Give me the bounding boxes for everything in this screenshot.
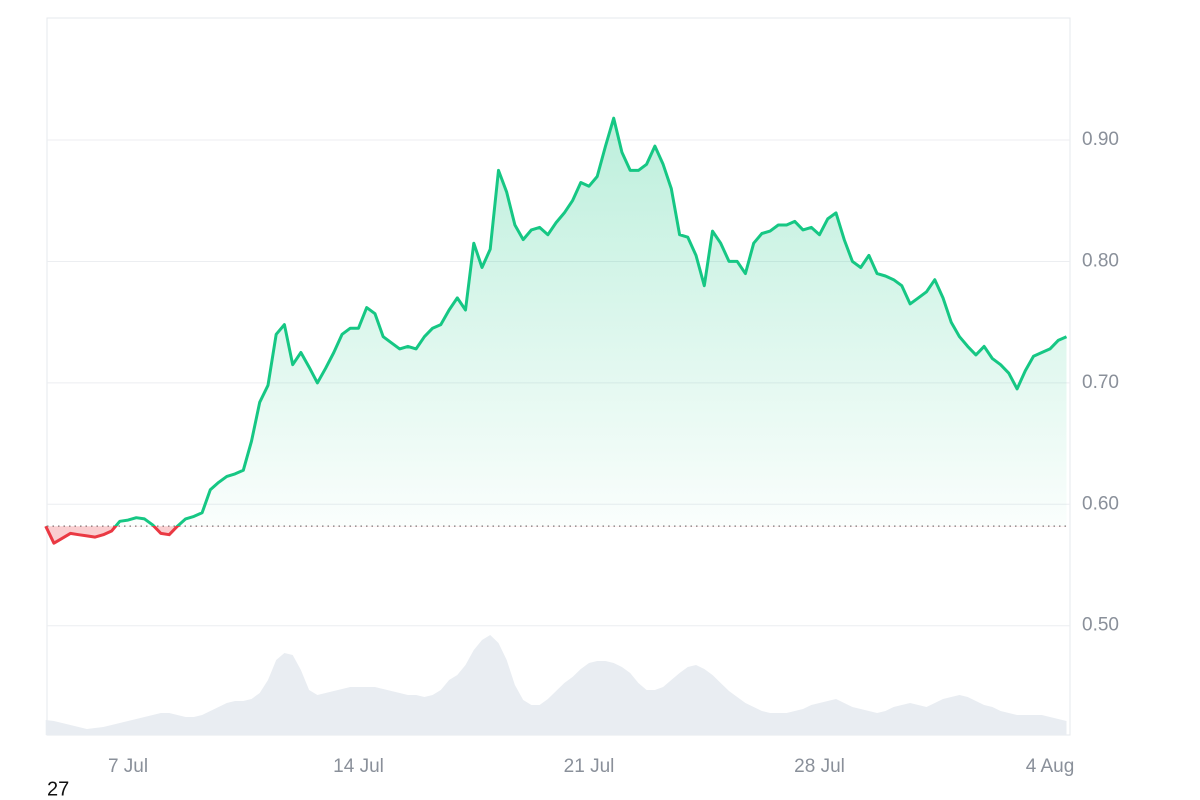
annotation: 27 bbox=[47, 778, 69, 800]
x-tick-label: 4 Aug bbox=[1026, 756, 1075, 777]
x-tick-label: 7 Jul bbox=[108, 756, 148, 777]
volume-area bbox=[45, 635, 1067, 735]
price-line bbox=[44, 116, 1068, 545]
y-tick-label: 0.60 bbox=[1082, 493, 1119, 514]
x-tick-label: 21 Jul bbox=[564, 756, 615, 777]
y-tick-label: 0.70 bbox=[1082, 372, 1119, 393]
y-tick-label: 0.90 bbox=[1082, 129, 1119, 150]
x-tick-label: 14 Jul bbox=[333, 756, 384, 777]
x-tick-label: 28 Jul bbox=[794, 756, 845, 777]
price-area bbox=[45, 118, 1067, 544]
y-tick-label: 0.50 bbox=[1082, 615, 1119, 636]
y-tick-label: 0.80 bbox=[1082, 250, 1119, 271]
